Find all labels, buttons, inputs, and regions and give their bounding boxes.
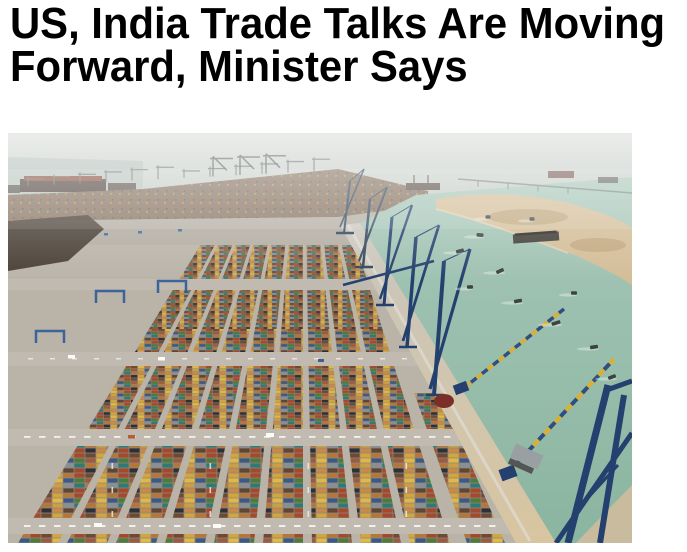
article-headline: US, India Trade Talks Are Moving Forward… — [10, 0, 666, 91]
hero-image — [8, 133, 632, 543]
headline-line-1: US, India Trade Talks Are Moving — [10, 0, 666, 48]
port-aerial-photo — [8, 133, 632, 543]
headline-line-2: Forward, Minister Says — [10, 42, 468, 91]
